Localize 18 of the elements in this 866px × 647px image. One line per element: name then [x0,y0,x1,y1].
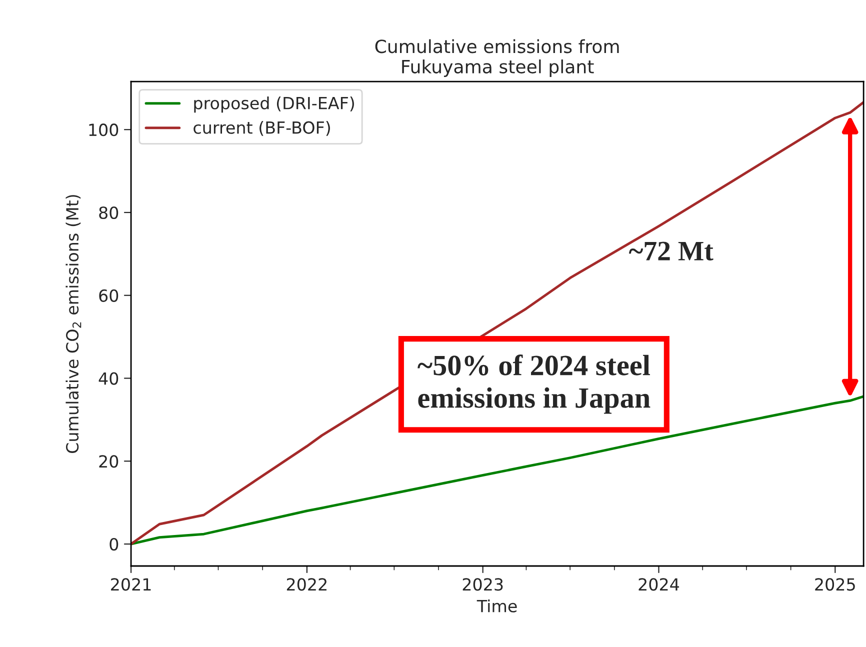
x-tick-label: 2024 [638,578,680,591]
y-tick-label: 20 [99,455,118,468]
legend-label: current (BF-BOF) [194,121,330,136]
legend-label: proposed (DRI-EAF) [194,96,354,113]
y-tick-label: 100 [89,124,118,136]
annotation: ~72 Mt [628,242,714,260]
x-axis-title: Time [476,599,517,612]
chart-title: Cumulative emissions from Fukuyama steel plant [375,39,619,77]
y-axis-title: Cumulative CO$_{2}$ emissions (Mt) [66,195,82,453]
y-tick-label: 40 [98,372,118,385]
x-tick-label: 2023 [462,578,503,591]
annotation: ~50% of 2024 steel emissions in Japan [418,354,650,414]
y-tick-label: 80 [99,206,118,220]
x-tick-label: 2025 [815,578,855,591]
x-tick-label: 2021 [111,578,151,591]
y-tick-label: 60 [99,289,118,302]
y-tick-label: 0 [110,538,118,551]
x-tick-label: 2022 [286,578,326,591]
